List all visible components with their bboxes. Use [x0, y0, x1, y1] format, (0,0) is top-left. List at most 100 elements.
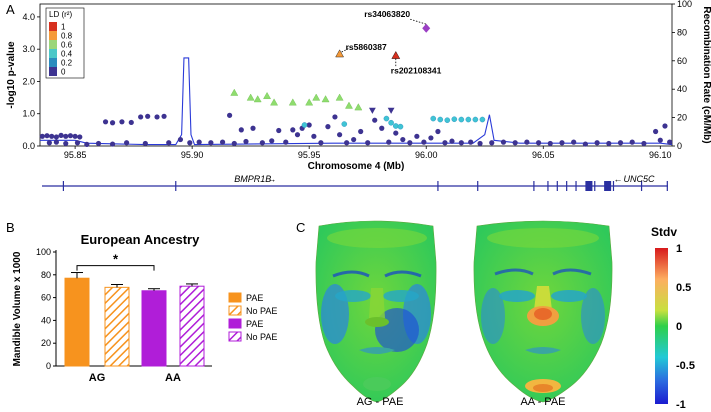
snp-point: [451, 116, 458, 123]
y-tick-label: 4.0: [22, 12, 35, 22]
snp-annotation: rs202108341: [391, 66, 442, 76]
snp-point: [238, 127, 244, 133]
locuszoom-plot: 95.85 95.90 95.95 96.00 96.05 96.10 0.0 1.0 2.0…: [6, 0, 711, 191]
snp-point: [102, 119, 109, 125]
x-tick-label: 95.95: [298, 150, 321, 160]
x-tick-label: 96.05: [532, 150, 555, 160]
bar-legend-label: PAE: [246, 319, 263, 329]
y2-tick-label: 0: [677, 141, 682, 151]
snp-point: [524, 139, 530, 145]
snp-point: [512, 140, 518, 146]
gene-label: UNC5C: [624, 174, 656, 184]
highlighted-snp-triangle: [391, 51, 401, 59]
legend-swatch: [49, 49, 57, 58]
bar: [104, 286, 130, 367]
legend-swatch: [49, 31, 57, 40]
snp-point: [187, 140, 193, 146]
colorbar-tick-label: 1: [676, 243, 682, 255]
snp-point: [311, 133, 317, 139]
bar-y-tick-label: 40: [41, 315, 51, 325]
snp-point: [301, 122, 308, 128]
snp-point: [154, 114, 160, 120]
snp-point: [166, 140, 172, 146]
snp-point: [344, 140, 350, 146]
colorbar-tick-label: 0.5: [676, 282, 691, 294]
snp-point: [77, 134, 83, 140]
x-tick-label: 95.90: [181, 150, 204, 160]
snp-point: [290, 127, 296, 133]
legend-label: 1: [61, 23, 66, 32]
legend-swatch: [49, 40, 57, 49]
x-tick-label: 95.85: [64, 150, 87, 160]
y2-tick-label: 100: [677, 0, 692, 9]
recombination-line: [40, 57, 673, 146]
y-tick-label: 1.0: [22, 109, 35, 119]
snp-point: [594, 140, 600, 146]
panel-b-letter: B: [6, 220, 15, 235]
y-tick-label: 2.0: [22, 76, 35, 86]
ld-legend: LD (r²) 10.80.60.40.20: [45, 7, 85, 79]
snp-point: [109, 141, 116, 147]
snp-point: [67, 133, 74, 139]
bar-y-tick-label: 60: [41, 293, 51, 303]
bar-y-tick-label: 100: [36, 247, 51, 257]
snp-point: [259, 140, 265, 146]
highlighted-snp-triangle: [335, 49, 344, 58]
snp-point: [365, 140, 371, 146]
snp-point: [465, 116, 472, 123]
bar-y-tick-label: 80: [41, 270, 51, 280]
bar: [179, 285, 205, 367]
y-tick-label: 3.0: [22, 44, 35, 54]
snp-point: [388, 119, 394, 126]
snp-triangle: [288, 98, 297, 106]
face-left-caption: AG - PAE: [357, 396, 404, 408]
snp-point: [489, 140, 495, 146]
snp-point: [386, 139, 392, 145]
snp-triangle-down: [368, 107, 376, 114]
snp-point: [128, 119, 134, 126]
legend-swatch: [49, 22, 57, 31]
snp-triangle: [312, 93, 321, 101]
gene-direction: →: [267, 174, 276, 184]
snp-point: [53, 134, 59, 140]
snp-point: [379, 125, 385, 131]
snp-point: [231, 140, 237, 147]
gene-label: BMPR1B: [234, 174, 271, 184]
snp-point: [535, 140, 542, 146]
colorbar-tick-label: 0: [676, 321, 682, 333]
snp-point: [306, 122, 312, 128]
bar-y-tick-label: 0: [46, 361, 51, 371]
snp-point: [250, 125, 256, 131]
snp-point: [208, 140, 214, 146]
exon-block: [604, 181, 612, 191]
snp-point: [283, 139, 289, 145]
snp-point: [653, 128, 659, 135]
snp-point: [39, 133, 45, 139]
face-heatmaps: AG - PAE AA - PAE Stdv 1 0.5 0 -0.5 -1: [315, 220, 695, 411]
snp-point: [392, 123, 399, 129]
y2-tick-label: 20: [677, 113, 687, 123]
lead-snp-diamond: [422, 23, 431, 33]
bar-legend-swatch: [228, 292, 242, 303]
snp-point: [662, 123, 668, 129]
legend-label: 0.8: [61, 32, 73, 41]
panel-c-letter: C: [296, 220, 305, 235]
snp-point: [421, 139, 427, 145]
snp-triangle-down: [387, 107, 395, 114]
snp-point: [393, 130, 399, 136]
x-axis-title: Chromosome 4 (Mb): [308, 161, 405, 172]
colorbar-ticks: 1 0.5 0 -0.5 -1: [676, 243, 695, 411]
snp-point: [458, 116, 465, 123]
bar-y-axis-title: Mandible Volume x 1000: [12, 251, 23, 366]
category-label: AA: [165, 372, 181, 384]
snp-point: [58, 132, 64, 138]
bars: * AG AA: [64, 252, 205, 384]
y2-axis-title: Recombination Rate (cM/Mb): [701, 6, 711, 143]
snp-point: [547, 140, 553, 147]
snp-point: [500, 139, 507, 145]
legend-swatch: [49, 58, 57, 67]
y2-tick-label: 60: [677, 56, 687, 66]
legend-swatch: [49, 67, 57, 76]
snp-point: [400, 136, 406, 143]
